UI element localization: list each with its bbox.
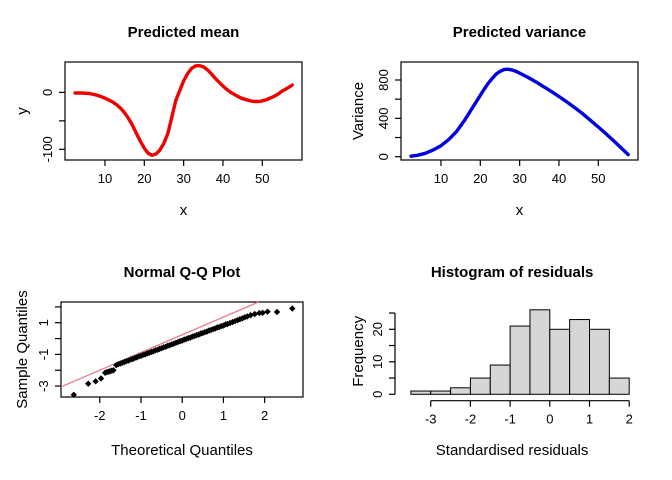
- diamond-point: [110, 367, 117, 374]
- x-tick-label: 40: [552, 171, 566, 186]
- panel-predicted-mean: 10 20 30 40 50 -100 0 Predicted mean x y: [0, 0, 336, 240]
- x-tick-label: 1: [586, 412, 593, 427]
- histogram-bar: [430, 390, 452, 395]
- diamond-point: [289, 305, 296, 312]
- x-tick-label: 0: [179, 408, 186, 423]
- y-tick-label: -100: [40, 136, 55, 162]
- chart-title: Predicted mean: [128, 24, 240, 41]
- y-tick-label: 0: [370, 391, 385, 398]
- histogram-bar: [529, 309, 551, 395]
- y-tick-label: -1: [36, 349, 51, 361]
- histogram-bar: [549, 328, 571, 395]
- histogram-bar: [410, 390, 432, 395]
- x-tick-label: 30: [176, 171, 190, 186]
- panel-predicted-variance: 10 20 30 40 50 0 400 800 Predicted variance x Vari…: [336, 0, 672, 240]
- x-tick-label: 40: [216, 171, 230, 186]
- plot-frame: [64, 61, 303, 161]
- y-tick-label: 20: [370, 322, 385, 336]
- x-tick-label: 0: [546, 412, 553, 427]
- diamond-point: [97, 375, 105, 382]
- diamond-point: [247, 311, 254, 319]
- plot-frame: [400, 61, 639, 161]
- histogram-bar: [569, 319, 591, 395]
- x-tick-label: 30: [512, 171, 526, 186]
- histogram-bar: [469, 377, 491, 395]
- x-tick-label: 50: [255, 171, 269, 186]
- diamond-point: [226, 319, 234, 327]
- x-tick-label: -1: [504, 412, 516, 427]
- histogram-bar: [608, 377, 630, 395]
- histogram-bar: [509, 325, 531, 395]
- x-tick-label: 1: [220, 408, 227, 423]
- residual-histogram-bars: [410, 309, 630, 395]
- y-tick-label: 800: [376, 69, 391, 91]
- y-axis-label: y: [14, 107, 31, 115]
- x-tick-label: 20: [137, 171, 151, 186]
- x-tick-label: 50: [591, 171, 605, 186]
- y-tick-label: 10: [370, 355, 385, 369]
- diamond-point: [259, 309, 266, 316]
- chart-title: Histogram of residuals: [431, 264, 594, 281]
- chart-title: Normal Q-Q Plot: [124, 264, 241, 281]
- chart-title: Predicted variance: [453, 24, 586, 41]
- fitted-mean-curve: [73, 63, 294, 158]
- x-tick-label: 2: [261, 408, 268, 423]
- diamond-point: [92, 378, 99, 385]
- histogram-bar: [450, 387, 471, 395]
- histogram-bar: [589, 328, 610, 395]
- x-axis-label: x: [516, 202, 524, 219]
- y-tick-label: 0: [376, 153, 391, 160]
- chart-predicted-mean: 10 20 30 40 50 -100 0 Predicted mean x y: [14, 24, 303, 219]
- panel-normal-qq-plot: -2 -1 0 1 2 -3 -1 1 Normal Q-Q Plot Theoretical Q…: [0, 240, 336, 480]
- y-tick-label: 0: [40, 89, 55, 96]
- x-tick-label: 10: [434, 171, 448, 186]
- y-tick-label: 400: [376, 107, 391, 129]
- diamond-point: [273, 308, 281, 316]
- x-tick-label: -2: [94, 408, 106, 423]
- qq-reference-line: [60, 301, 259, 388]
- x-axis-label: Theoretical Quantiles: [111, 442, 253, 459]
- x-tick-label: 10: [98, 171, 112, 186]
- x-tick-label: 20: [473, 171, 487, 186]
- histogram-bar: [489, 364, 511, 395]
- x-tick-label: -2: [465, 412, 477, 427]
- y-tick-label: 1: [36, 319, 51, 326]
- x-axis-label: x: [180, 202, 188, 219]
- diamond-point: [264, 308, 271, 315]
- diamond-point: [85, 380, 92, 387]
- chart-normal-qq-plot: -2 -1 0 1 2 -3 -1 1 Normal Q-Q Plot Theoretical Q…: [14, 264, 304, 459]
- x-tick-label: 2: [626, 412, 633, 427]
- qq-points: [70, 305, 296, 398]
- y-tick-label: -3: [36, 380, 51, 392]
- diamond-point: [70, 391, 77, 398]
- x-axis-label: Standardised residuals: [436, 442, 589, 459]
- chart-predicted-variance: 10 20 30 40 50 0 400 800 Predicted variance x Vari…: [350, 24, 639, 219]
- diamond-point: [251, 310, 258, 318]
- panel-histogram-of-residuals: -3 -2 -1 0 1 2 0 10 20 Histogram of residuals Stan…: [336, 240, 672, 480]
- fitted-variance-curve: [409, 67, 630, 158]
- x-tick-label: -1: [135, 408, 147, 423]
- x-tick-label: -3: [425, 412, 437, 427]
- y-axis-label: Sample Quantiles: [14, 290, 31, 408]
- y-axis-label: Variance: [350, 82, 367, 140]
- diamond-point: [234, 317, 241, 324]
- y-axis-label: Frequency: [350, 315, 367, 386]
